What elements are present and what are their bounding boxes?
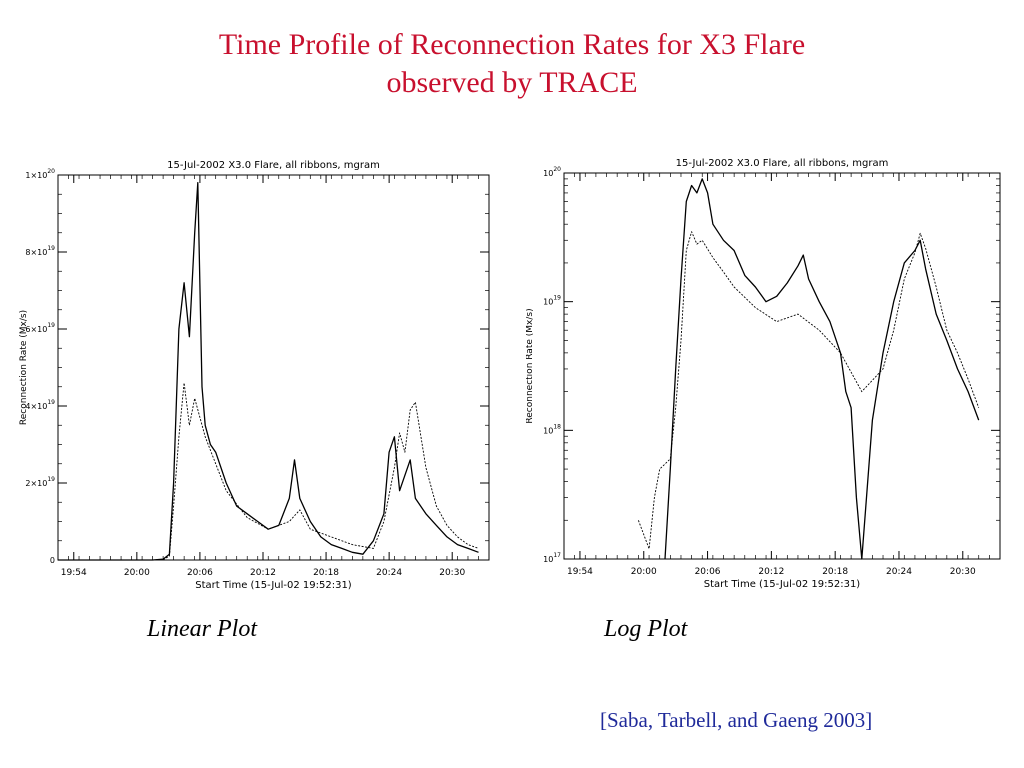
y-axis-label: Reconnection Rate (Mx/s) xyxy=(526,308,535,423)
x-tick-label: 20:12 xyxy=(758,567,784,577)
series-line-solid xyxy=(58,182,479,561)
x-axis-label: Start Time (15-Jul-02 19:52:31) xyxy=(195,580,352,591)
x-tick-label: 20:24 xyxy=(376,568,402,578)
chart-title: 15-Jul-2002 X3.0 Flare, all ribbons, mgr… xyxy=(676,158,889,169)
log-plot-svg: 15-Jul-2002 X3.0 Flare, all ribbons, mgr… xyxy=(526,158,1001,590)
x-axis-label: Start Time (15-Jul-02 19:52:31) xyxy=(704,579,861,590)
x-tick-label: 20:00 xyxy=(631,567,657,577)
y-tick-label: 1020 xyxy=(543,166,561,178)
series-line-solid xyxy=(664,178,980,560)
y-tick-label: 2×1019 xyxy=(25,476,55,488)
y-tick-label: 1019 xyxy=(543,295,561,307)
x-tick-label: 20:00 xyxy=(124,568,150,578)
chart-title: 15-Jul-2002 X3.0 Flare, all ribbons, mgr… xyxy=(167,160,380,171)
y-tick-label: 4×1019 xyxy=(25,399,55,411)
x-tick-label: 20:18 xyxy=(313,568,339,578)
y-tick-label: 0 xyxy=(50,556,55,565)
x-tick-label: 20:24 xyxy=(886,567,912,577)
x-tick-label: 20:06 xyxy=(187,568,213,578)
plot-frame xyxy=(563,172,1001,560)
y-axis-label: Reconnection Rate (Mx/s) xyxy=(19,310,29,425)
series-line-dashed xyxy=(637,231,980,550)
slide-title: Time Profile of Reconnection Rates for X… xyxy=(0,26,1024,102)
citation: [Saba, Tarbell, and Gaeng 2003] xyxy=(600,708,873,732)
slide-title-line-1: Time Profile of Reconnection Rates for X… xyxy=(218,28,806,61)
x-tick-label: 20:12 xyxy=(250,568,276,578)
y-tick-label: 6×1019 xyxy=(25,322,55,334)
slide-title-line-2: observed by TRACE xyxy=(386,66,638,99)
linear-plot-svg: 15-Jul-2002 X3.0 Flare, all ribbons, mgr… xyxy=(19,160,490,591)
y-tick-label: 8×1019 xyxy=(25,245,55,257)
y-tick-label: 1×1020 xyxy=(25,168,55,180)
log-plot: 15-Jul-2002 X3.0 Flare, all ribbons, mgr… xyxy=(526,150,1006,594)
x-tick-label: 20:30 xyxy=(439,568,465,578)
y-tick-label: 1018 xyxy=(543,423,561,435)
series-line-dashed xyxy=(58,382,479,561)
x-tick-label: 20:06 xyxy=(695,567,721,577)
x-tick-label: 19:54 xyxy=(61,568,87,578)
plot-frame xyxy=(57,174,490,561)
y-tick-label: 1017 xyxy=(543,552,561,564)
x-tick-label: 19:54 xyxy=(567,567,593,577)
x-tick-label: 20:30 xyxy=(950,567,976,577)
linear-plot-caption: Linear Plot xyxy=(147,616,258,642)
linear-plot: 15-Jul-2002 X3.0 Flare, all ribbons, mgr… xyxy=(8,150,494,594)
log-plot-caption: Log Plot xyxy=(604,616,688,642)
x-tick-label: 20:18 xyxy=(822,567,848,577)
